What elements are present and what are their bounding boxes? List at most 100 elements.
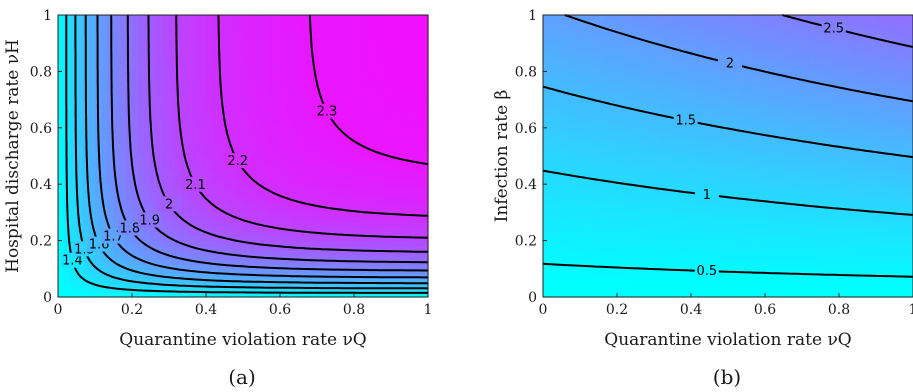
heat-cell	[156, 259, 164, 265]
heat-cell	[58, 123, 65, 129]
heat-cell	[592, 235, 600, 242]
heat-cell	[255, 66, 263, 72]
heat-cell	[802, 231, 809, 237]
heat-cell	[610, 268, 618, 275]
heat-cell	[187, 38, 195, 44]
heat-cell	[623, 188, 630, 195]
heat-cell	[366, 203, 374, 209]
heat-cell	[113, 29, 121, 35]
heat-cell	[347, 245, 355, 251]
heat-cell	[175, 259, 182, 265]
heat-cell	[82, 282, 90, 289]
heat-cell	[789, 212, 797, 218]
heat-cell	[236, 24, 244, 30]
heat-cell	[403, 188, 411, 195]
heat-cell	[403, 174, 411, 181]
heat-cell	[765, 221, 772, 228]
heat-cell	[261, 57, 269, 63]
heat-cell	[249, 94, 256, 101]
heat-cell	[150, 94, 158, 101]
heat-cell	[193, 240, 201, 246]
heat-cell	[261, 127, 269, 134]
heat-cell	[76, 146, 84, 152]
heat-cell	[851, 245, 859, 251]
heat-cell	[273, 174, 281, 181]
heat-cell	[384, 292, 392, 298]
heat-cell	[113, 193, 121, 199]
heat-cell	[666, 268, 674, 275]
heat-cell	[360, 104, 367, 110]
heat-cell	[70, 62, 78, 68]
heat-cell	[397, 179, 404, 185]
heat-cell	[654, 212, 661, 218]
heat-cell	[795, 292, 803, 298]
heat-cell	[144, 156, 152, 162]
heat-cell	[286, 43, 293, 49]
heat-cell	[888, 245, 896, 251]
heat-cell	[906, 226, 913, 232]
heat-cell	[280, 15, 287, 21]
heat-cell	[734, 212, 741, 218]
heat-cell	[752, 231, 760, 237]
heat-cell	[403, 123, 411, 129]
heat-cell	[323, 29, 330, 35]
heat-cell	[360, 160, 367, 166]
heat-cell	[415, 62, 423, 68]
heat-cell	[323, 165, 330, 171]
heat-cell	[199, 254, 207, 260]
heat-cell	[409, 19, 417, 25]
heat-cell	[298, 226, 306, 232]
heat-cell	[771, 259, 778, 265]
heat-cell	[138, 19, 145, 25]
heat-cell	[206, 57, 213, 63]
heat-cell	[415, 278, 423, 284]
heat-cell	[169, 268, 176, 275]
heat-cell	[329, 156, 337, 162]
heat-cell	[70, 188, 78, 195]
heat-cell	[304, 250, 312, 256]
heat-cell	[317, 287, 324, 293]
heat-cell	[132, 19, 139, 25]
heat-cell	[808, 268, 815, 275]
heat-cell	[672, 292, 680, 298]
heat-cell	[249, 193, 256, 199]
heat-cell	[851, 235, 859, 242]
heat-cell	[292, 184, 300, 190]
heat-cell	[101, 156, 108, 162]
heat-cell	[286, 278, 293, 284]
heat-cell	[76, 62, 84, 68]
heat-cell	[415, 38, 423, 44]
heat-cell	[261, 29, 269, 35]
heat-cell	[360, 240, 367, 246]
heat-cell	[212, 33, 219, 40]
heat-cell	[95, 198, 102, 204]
heat-cell	[567, 250, 575, 256]
heat-cell	[58, 52, 65, 58]
heat-cell	[354, 33, 361, 40]
heat-cell	[132, 273, 139, 279]
heat-cell	[310, 141, 318, 148]
heat-cell	[230, 94, 238, 101]
heat-cell	[329, 146, 337, 152]
heat-cell	[734, 259, 741, 265]
heat-cell	[323, 174, 330, 181]
heat-cell	[678, 245, 686, 251]
heat-cell	[666, 282, 674, 289]
heat-cell	[255, 132, 263, 138]
heat-cell	[292, 99, 300, 105]
heat-cell	[555, 231, 563, 237]
heat-cell	[329, 141, 337, 148]
heat-cell	[403, 33, 411, 40]
heat-cell	[58, 226, 65, 232]
heat-cell	[169, 132, 176, 138]
heat-cell	[391, 217, 398, 223]
heat-cell	[230, 240, 238, 246]
heat-cell	[409, 99, 417, 105]
heat-cell	[206, 245, 213, 251]
heat-cell	[366, 212, 374, 218]
heat-cell	[832, 245, 840, 251]
heat-cell	[261, 174, 269, 181]
heat-cell	[691, 254, 698, 260]
heat-cell	[218, 259, 226, 265]
heat-cell	[193, 66, 201, 72]
